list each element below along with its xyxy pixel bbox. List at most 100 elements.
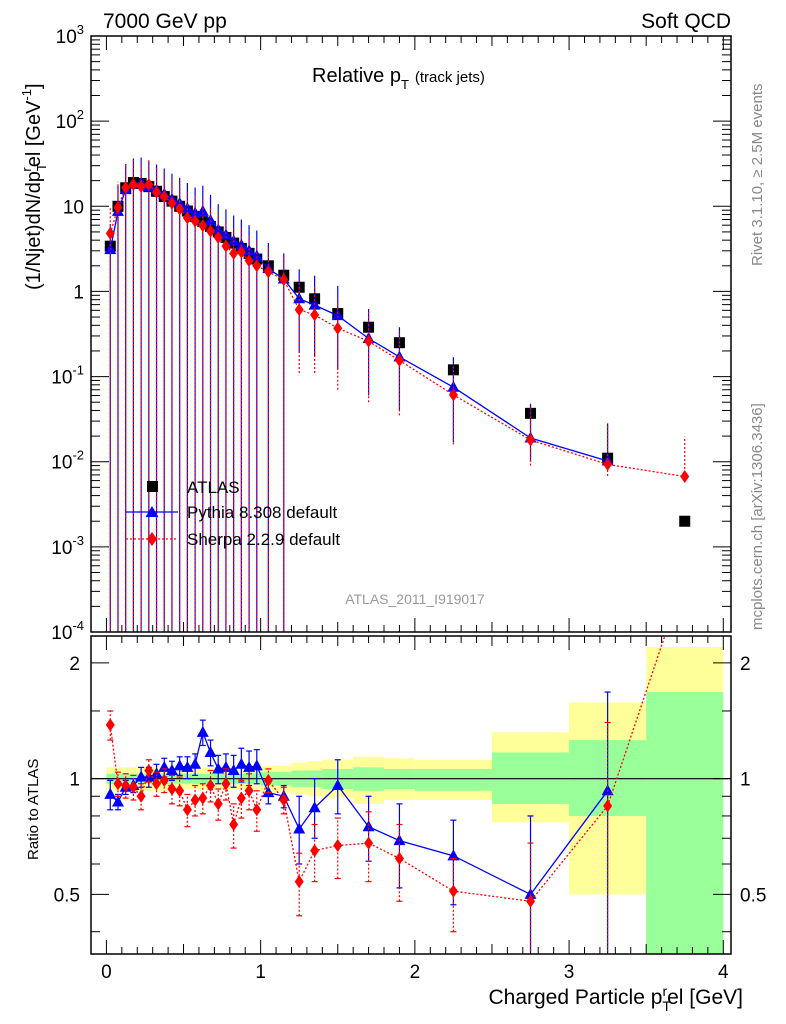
ratio-pythia-point bbox=[204, 745, 217, 757]
pythia-point bbox=[181, 202, 194, 214]
ratio-sherpa-point bbox=[128, 780, 138, 794]
ratio-sherpa-point bbox=[136, 789, 146, 803]
ratio-sherpa-point bbox=[448, 884, 458, 898]
pythia-line bbox=[109, 182, 608, 462]
ratio-sherpa-point bbox=[294, 875, 304, 889]
ratio-sherpa-point bbox=[364, 836, 374, 850]
inner-uncertainty-band bbox=[646, 692, 724, 954]
x-axis-label: Charged Particle pTrel [GeV] bbox=[488, 983, 743, 1014]
sherpa-point bbox=[105, 226, 115, 240]
ratio-sherpa-point bbox=[159, 773, 169, 787]
ratio-sherpa-point bbox=[279, 793, 289, 807]
legend-pythia-label: Pythia 8.308 default bbox=[187, 503, 338, 522]
sherpa-point bbox=[448, 388, 458, 402]
pythia-point bbox=[293, 292, 306, 304]
y-tick-label-base: 10 bbox=[56, 112, 77, 133]
y-label-sub: T bbox=[34, 163, 49, 171]
main-title-sub: T bbox=[401, 77, 409, 92]
main-y-axis-label: (1/Njet)dN/dpTrel [GeV-1] bbox=[19, 83, 49, 290]
sherpa-point bbox=[198, 219, 208, 233]
main-panel-frame bbox=[90, 35, 732, 633]
sherpa-point bbox=[263, 265, 273, 279]
sherpa-point bbox=[252, 259, 262, 273]
sherpa-point bbox=[526, 433, 536, 447]
ratio-pythia-point bbox=[331, 779, 344, 791]
ratio-sherpa-point bbox=[152, 777, 162, 791]
y-tick-label: 102 bbox=[56, 107, 84, 133]
pythia-point bbox=[447, 380, 460, 392]
sherpa-point bbox=[182, 211, 192, 225]
ratio-pythia-point bbox=[227, 764, 240, 776]
sherpa-point bbox=[294, 303, 304, 317]
y-tick-label: 10-2 bbox=[51, 448, 84, 474]
y-tick-label-base: 10 bbox=[51, 368, 72, 389]
ratio-sherpa-point bbox=[167, 782, 177, 796]
ratio-sherpa-point bbox=[310, 844, 320, 858]
ratio-pythia-point bbox=[293, 822, 306, 834]
legend-atlas: ATLAS bbox=[147, 478, 240, 497]
ratio-pythia-point bbox=[181, 760, 194, 772]
sherpa-point bbox=[159, 190, 169, 204]
ratio-pythia-point bbox=[173, 759, 186, 771]
ratio-data-layer bbox=[104, 636, 666, 954]
ratio-axis-ticks bbox=[91, 636, 731, 954]
sherpa-point bbox=[229, 246, 239, 260]
legend-sherpa-label: Sherpa 2.2.9 default bbox=[187, 530, 340, 549]
pythia-point bbox=[196, 204, 209, 216]
y-tick-label-exponent: -2 bbox=[72, 448, 84, 463]
ratio-pythia-point bbox=[158, 760, 171, 772]
y-tick-label-base: 10 bbox=[51, 453, 72, 474]
y-tick-label-base: 10 bbox=[51, 623, 72, 644]
y-label-sup: r bbox=[19, 167, 34, 172]
sherpa-point bbox=[128, 178, 138, 192]
ratio-sherpa-point bbox=[252, 803, 262, 817]
pythia-point bbox=[250, 249, 263, 261]
ratio-y-tick-label-left: 2 bbox=[69, 654, 80, 675]
main-axis-ticks bbox=[91, 35, 731, 633]
y-label-main: (1/Njet)dN/dp bbox=[23, 171, 45, 290]
ratio-pythia-point bbox=[104, 787, 117, 799]
ratio-sherpa-point bbox=[333, 839, 343, 853]
y-tick-label-base: 10 bbox=[56, 27, 77, 48]
legend-atlas-marker bbox=[147, 481, 158, 492]
y-tick-label: 1 bbox=[73, 282, 84, 303]
pythia-point bbox=[204, 214, 217, 226]
main-title-small: (track jets) bbox=[415, 69, 485, 86]
x-label-rest: el [GeV] bbox=[667, 986, 743, 1009]
ratio-panel-frame bbox=[90, 635, 732, 955]
ratio-sherpa-point bbox=[394, 852, 404, 866]
y-tick-label-exponent: -4 bbox=[72, 618, 84, 633]
legend-sherpa-marker bbox=[147, 532, 157, 546]
x-tick-label: 4 bbox=[718, 962, 729, 983]
ratio-sherpa-point bbox=[206, 779, 216, 793]
sherpa-point bbox=[144, 178, 154, 192]
sherpa-point bbox=[213, 230, 223, 244]
x-tick-label: 1 bbox=[255, 962, 266, 983]
x-tick-label: 3 bbox=[564, 962, 575, 983]
ratio-sherpa-point bbox=[105, 718, 115, 732]
y-tick-label-exponent: -1 bbox=[72, 363, 84, 378]
x-tick-label: 0 bbox=[101, 962, 112, 983]
y-tick-label-exponent: 3 bbox=[77, 22, 84, 37]
x-label-main: Charged Particle p bbox=[488, 986, 662, 1009]
ratio-sherpa-extension-line bbox=[607, 636, 666, 807]
y-label-end: ] bbox=[23, 83, 45, 89]
sherpa-point bbox=[113, 200, 123, 214]
ratio-sherpa-point bbox=[175, 784, 185, 798]
legend-atlas-label: ATLAS bbox=[187, 478, 240, 497]
ratio-sherpa-point bbox=[144, 764, 154, 778]
sherpa-point bbox=[121, 181, 131, 195]
legend-sherpa: Sherpa 2.2.9 default bbox=[126, 530, 340, 549]
y-label-exp: -1 bbox=[19, 89, 34, 101]
y-tick-label: 10-1 bbox=[51, 363, 84, 389]
sherpa-point bbox=[310, 308, 320, 322]
legend: ATLAS Pythia 8.308 default Sherpa 2.2.9 … bbox=[126, 478, 340, 549]
x-tick-label: 2 bbox=[410, 962, 421, 983]
sherpa-point bbox=[152, 185, 162, 199]
ratio-sherpa-point bbox=[229, 818, 239, 832]
ratio-pythia-point bbox=[189, 757, 202, 769]
sherpa-point bbox=[603, 457, 613, 471]
y-tick-label-exponent: 2 bbox=[77, 107, 84, 122]
